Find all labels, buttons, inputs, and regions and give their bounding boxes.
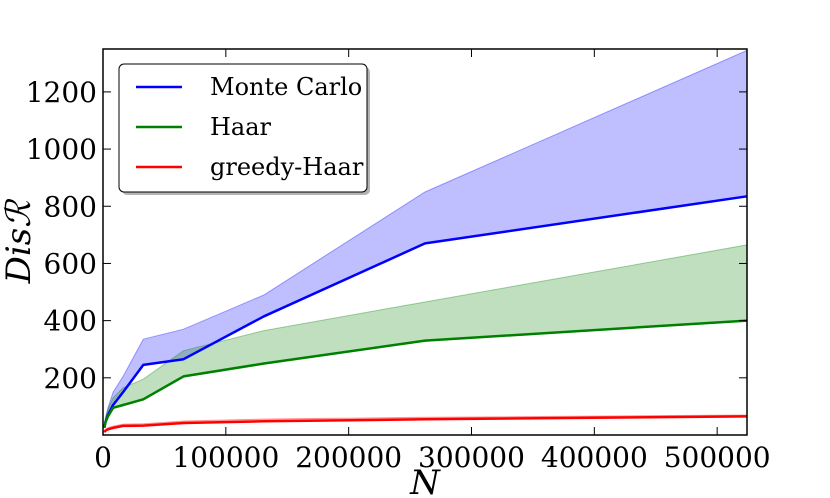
- y-tick-label: 1000: [26, 133, 97, 166]
- legend-label-0: Monte Carlo: [210, 73, 362, 101]
- x-axis-label: N: [409, 463, 441, 498]
- x-tick-label: 400000: [541, 441, 648, 474]
- series-line-1: [103, 319, 748, 429]
- y-axis-label: Disℛ: [0, 198, 39, 285]
- y-tick-label: 400: [44, 305, 97, 338]
- x-tick-label: 200000: [295, 441, 402, 474]
- x-tick-label: 100000: [172, 441, 279, 474]
- series-lines: [103, 195, 748, 433]
- x-tick-label: 0: [94, 441, 112, 474]
- legend-label-1: Haar: [210, 113, 272, 141]
- x-tick-label: 500000: [664, 441, 771, 474]
- y-tick-label: 200: [44, 362, 97, 395]
- y-tick-label: 1200: [26, 76, 97, 109]
- x-axis-ticks: 0 100000 200000 300000 400000 500000: [94, 49, 771, 474]
- x-tick-label: 300000: [418, 441, 525, 474]
- plot-frame: [102, 48, 748, 436]
- y-tick-label: 600: [44, 247, 97, 280]
- series-line-2: [103, 415, 748, 433]
- y-axis-ticks: 200 400 600 800 1000 1200: [26, 76, 747, 395]
- legend-label-2: greedy-Haar: [210, 153, 364, 181]
- legend-box: [118, 63, 368, 193]
- legend: Monte Carlo Haar greedy-Haar: [118, 63, 370, 195]
- y-tick-label: 800: [44, 190, 97, 223]
